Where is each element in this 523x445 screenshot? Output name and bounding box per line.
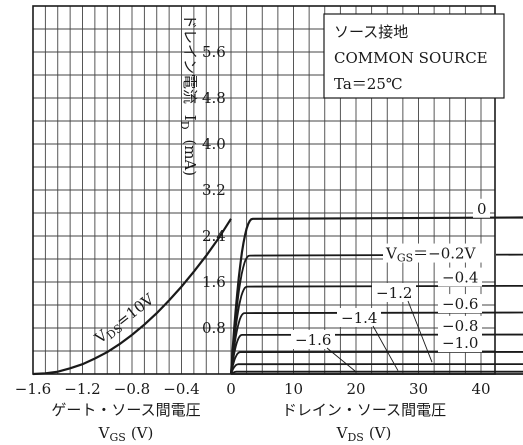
y-tick-label: 4.0 — [202, 135, 226, 153]
label-bg — [438, 333, 482, 353]
legend-line-1: ソース接地 — [334, 23, 408, 41]
x-tick-label-left: −1.6 — [15, 380, 51, 398]
vgs-label: −0.8 — [442, 317, 478, 335]
left-x-axis-title-unit: VGS (V) — [98, 424, 154, 444]
labels: 0.8 1.6 2.4 3.2 4.0 4.8 5.6 −1.6 −1.2 −0.8 −0.4 0 10… — [15, 43, 496, 398]
vgs-label: −0.4 — [442, 269, 478, 287]
y-tick-label: 3.2 — [202, 181, 226, 199]
x-tick-label-left: −0.4 — [163, 380, 199, 398]
y-axis-title: ドレイン電流 ID (mA) — [177, 14, 199, 176]
label-bg — [473, 198, 490, 218]
y-axis-title-sub: D — [178, 121, 191, 130]
label-bg — [383, 243, 496, 263]
right-x-axis-title: ドレイン・ソース間電圧 VDS (V) — [282, 401, 446, 444]
label-bg — [438, 315, 482, 335]
label-bg — [438, 294, 482, 314]
left-x-axis-title: ゲート・ソース間電圧 VGS (V) — [51, 401, 200, 444]
legend: ソース接地 COMMON SOURCE Ta＝25℃ — [323, 13, 505, 99]
x-tick-label-right: 30 — [409, 380, 428, 398]
right-x-axis-title-text: ドレイン・ソース間電圧 — [282, 401, 446, 419]
label-leader — [372, 325, 399, 371]
transfer-curve — [32, 218, 232, 376]
output-curve — [230, 333, 523, 375]
legend-line-3: Ta＝25℃ — [334, 75, 403, 93]
legend-line-2: COMMON SOURCE — [334, 49, 488, 67]
label-bg — [438, 267, 482, 287]
vgs-label: −1.6 — [295, 331, 331, 349]
y-tick-label: 4.8 — [202, 89, 226, 107]
output-curve — [230, 351, 523, 375]
y-axis-title-text: ドレイン電流 — [181, 14, 199, 104]
right-x-axis-title-unit: VDS (V) — [336, 424, 392, 444]
output-curve — [230, 363, 523, 375]
x-tick-label-right: 10 — [284, 380, 303, 398]
label-leader — [407, 300, 433, 363]
vgs-label: −1.2 — [376, 284, 412, 302]
vgs-label-prefix: VGS＝−0.2V — [385, 245, 477, 265]
y-tick-label: 2.4 — [202, 227, 226, 245]
label-leader — [326, 347, 356, 372]
svg-text:ドレイン電流 ID (mA): ドレイン電流 ID (mA) — [177, 14, 199, 176]
x-tick-label-left: −1.2 — [64, 380, 100, 398]
y-axis-title-sym: I — [181, 115, 199, 121]
y-tick-label: 1.6 — [202, 273, 226, 291]
x-tick-label-left: −0.8 — [114, 380, 150, 398]
y-tick-label: 0.8 — [202, 319, 226, 337]
left-x-axis-title-text: ゲート・ソース間電圧 — [51, 401, 200, 419]
vgs-label: −1.0 — [442, 334, 478, 352]
vgs-label: −0.6 — [442, 295, 478, 313]
output-curve — [230, 311, 523, 375]
plot-frame — [32, 5, 496, 375]
label-bg — [291, 330, 335, 349]
y-tick-label: 5.6 — [202, 43, 226, 61]
x-tick-label-right: 40 — [471, 380, 490, 398]
y-axis-title-unit: (mA) — [181, 139, 199, 176]
x-tick-label-right: 20 — [346, 380, 365, 398]
label-bg — [372, 283, 416, 302]
vgs-label: −1.4 — [341, 309, 377, 327]
vgs-label: 0 — [477, 200, 487, 218]
label-bg — [337, 308, 381, 327]
x-tick-label-right: 0 — [226, 380, 236, 398]
